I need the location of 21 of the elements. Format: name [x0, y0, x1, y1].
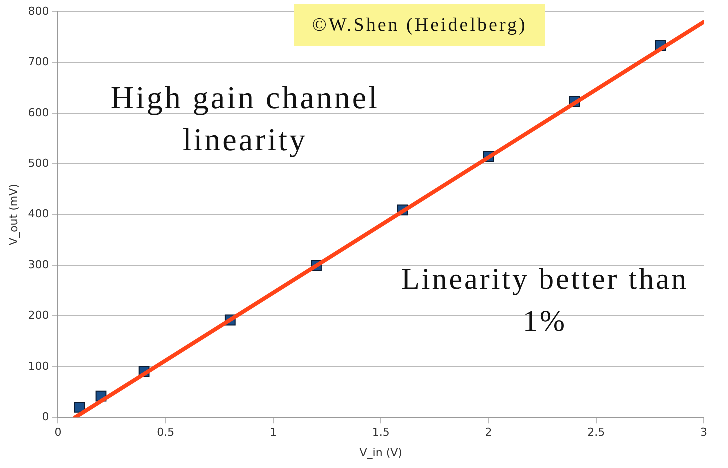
y-axis-title: V_out (mV): [7, 184, 20, 246]
y-tick-label: 0: [42, 410, 50, 424]
annotation: ©W.Shen (Heidelberg): [312, 14, 528, 36]
x-tick-label: 1.5: [372, 426, 390, 440]
y-tick-label: 800: [28, 4, 50, 18]
y-tick-label: 400: [28, 208, 50, 221]
y-tick-label: 300: [28, 258, 50, 272]
x-tick-label: 0.5: [157, 426, 175, 440]
y-tick-label: 100: [28, 360, 50, 373]
y-tick-label: 600: [28, 106, 50, 120]
y-tick-label: 500: [28, 156, 50, 170]
x-axis-title: V_in (V): [360, 446, 402, 460]
x-tick-label: 0: [54, 426, 62, 440]
x-tick-label: 2.5: [588, 426, 606, 440]
annotation: High gain channel linearity: [110, 79, 380, 158]
y-tick-label: 200: [28, 309, 50, 322]
annotation: Linearity better than 1%: [402, 262, 688, 338]
x-tick-label: 1: [270, 426, 277, 440]
y-tick-label: 700: [28, 56, 50, 69]
x-tick-label: 3: [700, 426, 708, 440]
x-tick-label: 2: [485, 426, 492, 440]
